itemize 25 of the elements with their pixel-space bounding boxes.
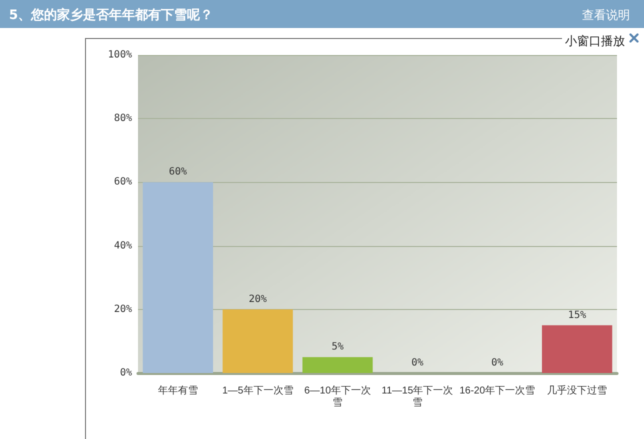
x-tick-label: 1—5年下一次雪: [222, 384, 294, 396]
y-tick-label: 100%: [108, 50, 132, 60]
data-label: 60%: [168, 166, 187, 178]
x-tick-label: 几乎没下过雪: [547, 384, 608, 396]
y-tick-label: 0%: [120, 368, 132, 378]
data-label: 20%: [248, 294, 267, 305]
data-label: 5%: [332, 342, 344, 353]
data-label: 0%: [491, 358, 504, 368]
y-tick-label: 80%: [114, 113, 132, 124]
y-tick-label: 40%: [114, 240, 132, 252]
text: 小窗口播放: [565, 34, 625, 48]
x-tick-label: 11—15年下一次雪: [382, 384, 454, 408]
x-tick-label: 6—10年下一次雪: [304, 384, 371, 408]
y-tick-label: 20%: [114, 304, 132, 315]
x-tick-label: 16-20年下一次雪: [459, 384, 536, 396]
y-tick-label: 60%: [114, 176, 132, 188]
data-label: 15%: [568, 310, 586, 321]
x-tick-label: 年年有雪: [158, 384, 198, 396]
chart-title: 5、您的家乡是否年年都有下雪呢？: [9, 6, 214, 24]
bar: [542, 325, 612, 373]
data-label: 0%: [411, 358, 424, 368]
bar: [302, 357, 373, 373]
bar: [142, 182, 214, 373]
text: 查看说明: [582, 7, 630, 24]
bar: [222, 309, 293, 373]
